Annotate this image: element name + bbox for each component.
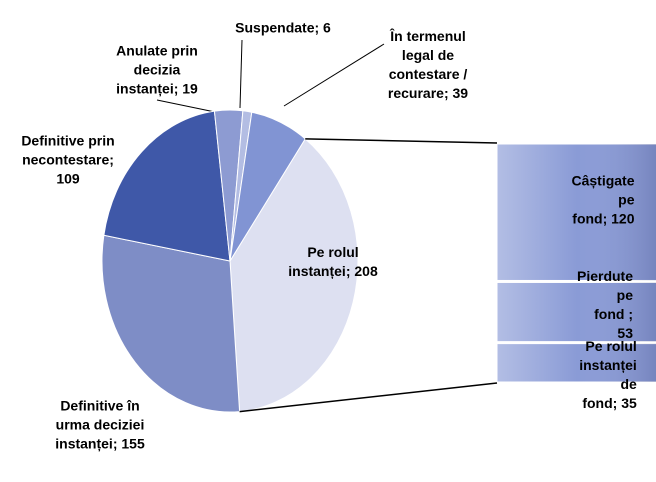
data-label: Pierdute pe fond ; 53 [576,268,634,341]
bar-shade [497,343,656,382]
data-label: În termenul legal de contestare / recura… [387,28,469,101]
data-label: Suspendate; 6 [235,19,331,36]
pie-slice [229,138,359,413]
data-label: Definitive prin necontestare; 109 [21,132,115,187]
leader-line [156,99,216,113]
bar-shade [497,144,656,281]
pie-slice [101,234,241,413]
leader-line [283,43,385,107]
data-label: Câștigate pe fond; 120 [571,172,635,227]
data-label: Pe rolul instanței; 208 [288,244,378,279]
bar-shade [497,282,656,342]
leader-line [239,39,243,109]
connector-line [239,382,498,413]
connector-line [305,138,498,144]
pie-slice [229,111,306,262]
data-label: Anulate prin decizia instanței; 19 [116,42,198,97]
data-label: Pe rolul instanței de fond; 35 [579,338,637,411]
data-label: Definitive în urma deciziei instanței; 1… [55,397,145,452]
pie-slice [103,110,231,262]
